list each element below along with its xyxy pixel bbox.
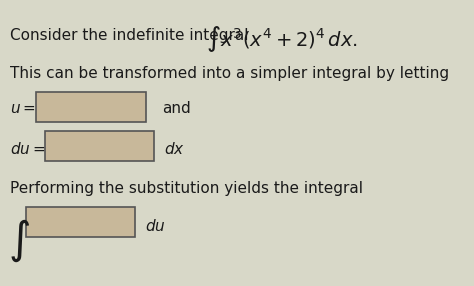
Text: $\int$: $\int$: [8, 218, 30, 265]
Text: Performing the substitution yields the integral: Performing the substitution yields the i…: [10, 181, 363, 196]
FancyBboxPatch shape: [45, 131, 154, 161]
FancyBboxPatch shape: [26, 207, 135, 237]
Text: Consider the indefinite integral: Consider the indefinite integral: [10, 28, 248, 43]
Text: This can be transformed into a simpler integral by letting: This can be transformed into a simpler i…: [10, 66, 449, 81]
Text: $u=$: $u=$: [10, 101, 36, 116]
Text: $du$: $du$: [145, 218, 166, 234]
Text: $\int x^3(x^4+2)^4\,dx.$: $\int x^3(x^4+2)^4\,dx.$: [206, 24, 357, 54]
Text: $du=$: $du=$: [10, 141, 46, 157]
FancyBboxPatch shape: [36, 92, 146, 122]
Text: and: and: [162, 101, 191, 116]
Text: $dx$: $dx$: [164, 141, 185, 157]
